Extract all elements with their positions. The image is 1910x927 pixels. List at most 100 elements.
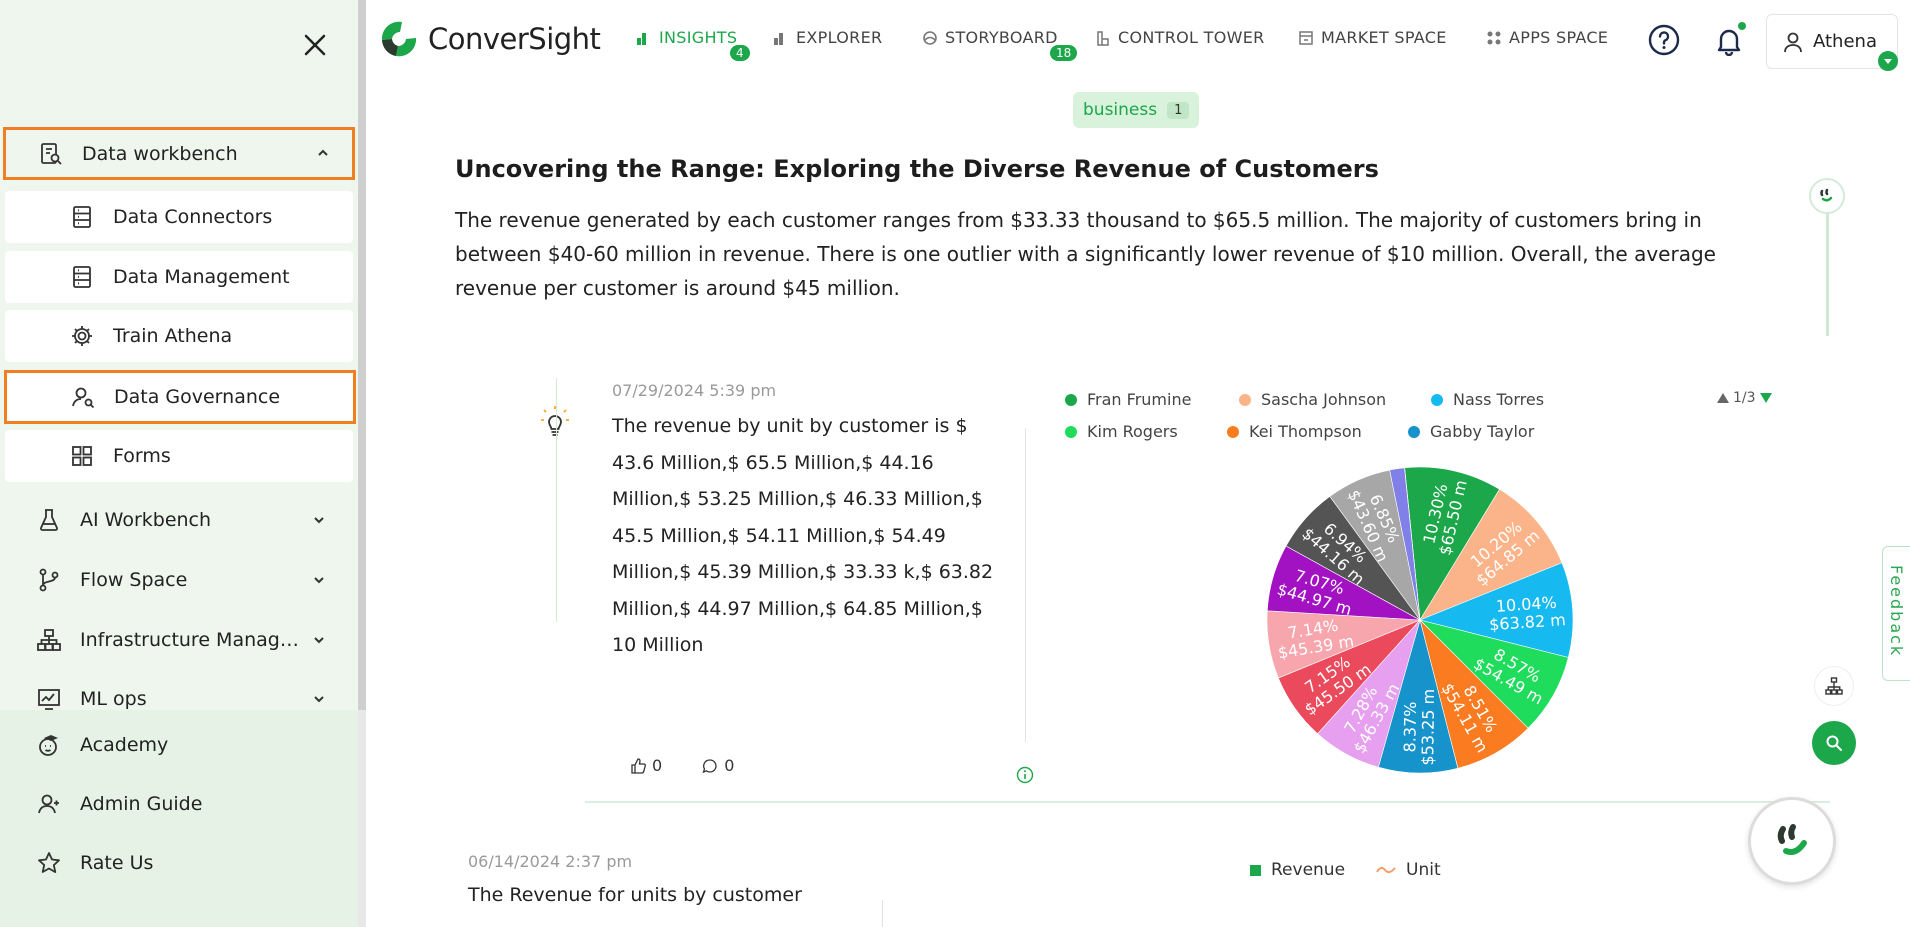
athena-face-icon (1777, 824, 1807, 855)
comment-icon (702, 758, 717, 773)
sitemap-button[interactable] (1814, 666, 1854, 706)
sidebar-item-ai-workbench[interactable]: AI Workbench (0, 494, 358, 546)
slice-percent-label: 8.37% (1400, 701, 1420, 752)
user-menu-caret[interactable] (1878, 51, 1898, 71)
tab-label: APPS SPACE (1509, 28, 1609, 47)
sitemap-icon (36, 627, 62, 653)
sidebar-item-forms[interactable]: Forms (5, 430, 353, 482)
sidebar-item-ml-ops[interactable]: ML ops (0, 673, 358, 725)
sidebar-item-flow-space[interactable]: Flow Space (0, 554, 358, 606)
legend-item[interactable]: Nass Torres (1431, 390, 1544, 409)
nav-group-label: Data workbench (82, 142, 238, 165)
feedback-tab[interactable]: Feedback (1882, 546, 1910, 681)
sidebar-item-data-connectors[interactable]: Data Connectors (5, 191, 353, 243)
flow-icon (36, 567, 62, 593)
chevron-up-icon[interactable] (316, 145, 330, 164)
sidebar-item-academy[interactable]: Academy (0, 719, 358, 771)
triangle-down-icon[interactable] (1759, 391, 1773, 405)
timeline-marker[interactable] (1809, 178, 1845, 214)
legend-square-icon (1250, 864, 1261, 876)
triangle-up-icon[interactable] (1716, 391, 1730, 405)
close-sidebar-button[interactable] (300, 30, 330, 60)
legend-item[interactable]: Kei Thompson (1227, 422, 1362, 441)
help-icon[interactable] (1648, 24, 1680, 56)
caret-down-icon (1884, 59, 1892, 64)
pie-slice[interactable] (1404, 466, 1500, 621)
brand-logo[interactable]: ConverSight (378, 18, 601, 60)
tab-storyboard[interactable]: STORYBOARD (922, 28, 1058, 47)
brand-name: ConverSight (428, 22, 601, 56)
tab-label: STORYBOARD (945, 28, 1058, 47)
tab-apps-space[interactable]: APPS SPACE (1486, 28, 1608, 47)
legend-item[interactable]: Kim Rogers (1065, 422, 1178, 441)
insights-count-badge: 4 (730, 45, 750, 61)
legend-pager[interactable]: 1/3 (1716, 390, 1773, 406)
sidebar-item-infrastructure-management[interactable]: Infrastructure Management (0, 614, 358, 666)
sidebar-item-data-governance[interactable]: Data Governance (4, 370, 356, 424)
legend-wave-icon (1376, 866, 1396, 874)
sidebar-item-label: ML ops (80, 688, 147, 710)
card-narrative: The Revenue for units by customer (468, 884, 802, 906)
comment-count: 0 (724, 756, 735, 775)
legend-item[interactable]: Fran Frumine (1065, 390, 1191, 409)
lightbulb-icon (541, 406, 569, 436)
sidebar-item-admin-guide[interactable]: Admin Guide (0, 778, 358, 830)
pie-slice[interactable] (1404, 467, 1421, 621)
sidebar-item-train-athena[interactable]: Train Athena (5, 310, 353, 362)
legend-dot (1408, 425, 1420, 438)
sidebar-item-rate-us[interactable]: Rate Us (0, 837, 358, 889)
legend-label: Fran Frumine (1087, 390, 1192, 409)
grid-icon (69, 443, 95, 469)
revenue-pie-chart: 10.30%$65.50 m10.20%$64.85 m10.04%$63.82… (1266, 466, 1574, 774)
legend-item[interactable]: Gabby Taylor (1408, 422, 1534, 441)
legend-dot (1227, 425, 1239, 438)
chevron-down-icon[interactable] (312, 632, 326, 651)
thumbs-up-icon (631, 757, 646, 774)
sidebar-item-label: Train Athena (113, 325, 233, 347)
athena-assistant-button[interactable] (1748, 797, 1836, 885)
like-count: 0 (652, 756, 663, 775)
sidebar-scrollbar[interactable] (358, 0, 366, 710)
tab-insights[interactable]: INSIGHTS (636, 28, 737, 47)
conversight-logo-icon (381, 21, 417, 57)
like-button[interactable]: 0 (630, 756, 662, 775)
slice-label: 8.37%$53.25 m (1400, 689, 1438, 766)
close-icon (304, 34, 326, 56)
slice-label: 10.30%$65.50 m (1419, 478, 1470, 557)
notification-bell-icon[interactable] (1715, 26, 1743, 56)
tag-label: business (1083, 100, 1158, 120)
academy-icon (36, 732, 62, 758)
card-narrative: The revenue by unit by customer is $ 43.… (612, 415, 994, 656)
business-tag-chip[interactable]: business 1 (1073, 92, 1200, 128)
sidebar-item-label: Data Management (113, 266, 290, 288)
card-timeline-line (556, 378, 557, 622)
legend-dot (1065, 393, 1077, 406)
pie-slice[interactable] (1419, 562, 1574, 658)
pie-slice[interactable] (1419, 488, 1563, 621)
sidebar-item-data-management[interactable]: Data Management (5, 251, 353, 303)
legend-item[interactable]: Unit (1376, 860, 1441, 880)
legend-dot (1431, 393, 1443, 406)
market-icon (1299, 30, 1313, 45)
storyboard-count-badge: 18 (1050, 45, 1078, 61)
slice-label: 10.04%$63.82 m (1489, 593, 1567, 635)
chevron-down-icon[interactable] (312, 512, 326, 531)
info-icon[interactable] (1016, 766, 1034, 784)
legend-item[interactable]: Revenue (1250, 860, 1345, 880)
user-shield-icon (70, 384, 96, 410)
chevron-down-icon[interactable] (312, 572, 326, 591)
comment-button[interactable]: 0 (702, 756, 734, 775)
nav-group-data-workbench[interactable]: Data workbench (3, 127, 355, 180)
gear-icon (69, 323, 95, 349)
chevron-down-icon[interactable] (312, 691, 326, 710)
tab-control-tower[interactable]: CONTROL TOWER (1095, 28, 1265, 47)
legend-item[interactable]: Sascha Johnson (1239, 390, 1386, 409)
tab-explorer[interactable]: EXPLORER (773, 28, 882, 47)
legend-label: Kei Thompson (1249, 422, 1362, 441)
search-button[interactable] (1812, 721, 1856, 765)
star-icon (36, 850, 62, 876)
user-menu[interactable]: Athena (1766, 14, 1898, 69)
tab-market-space[interactable]: MARKET SPACE (1298, 28, 1447, 47)
tab-label: CONTROL TOWER (1118, 28, 1265, 47)
sitemap-icon (1825, 677, 1843, 695)
